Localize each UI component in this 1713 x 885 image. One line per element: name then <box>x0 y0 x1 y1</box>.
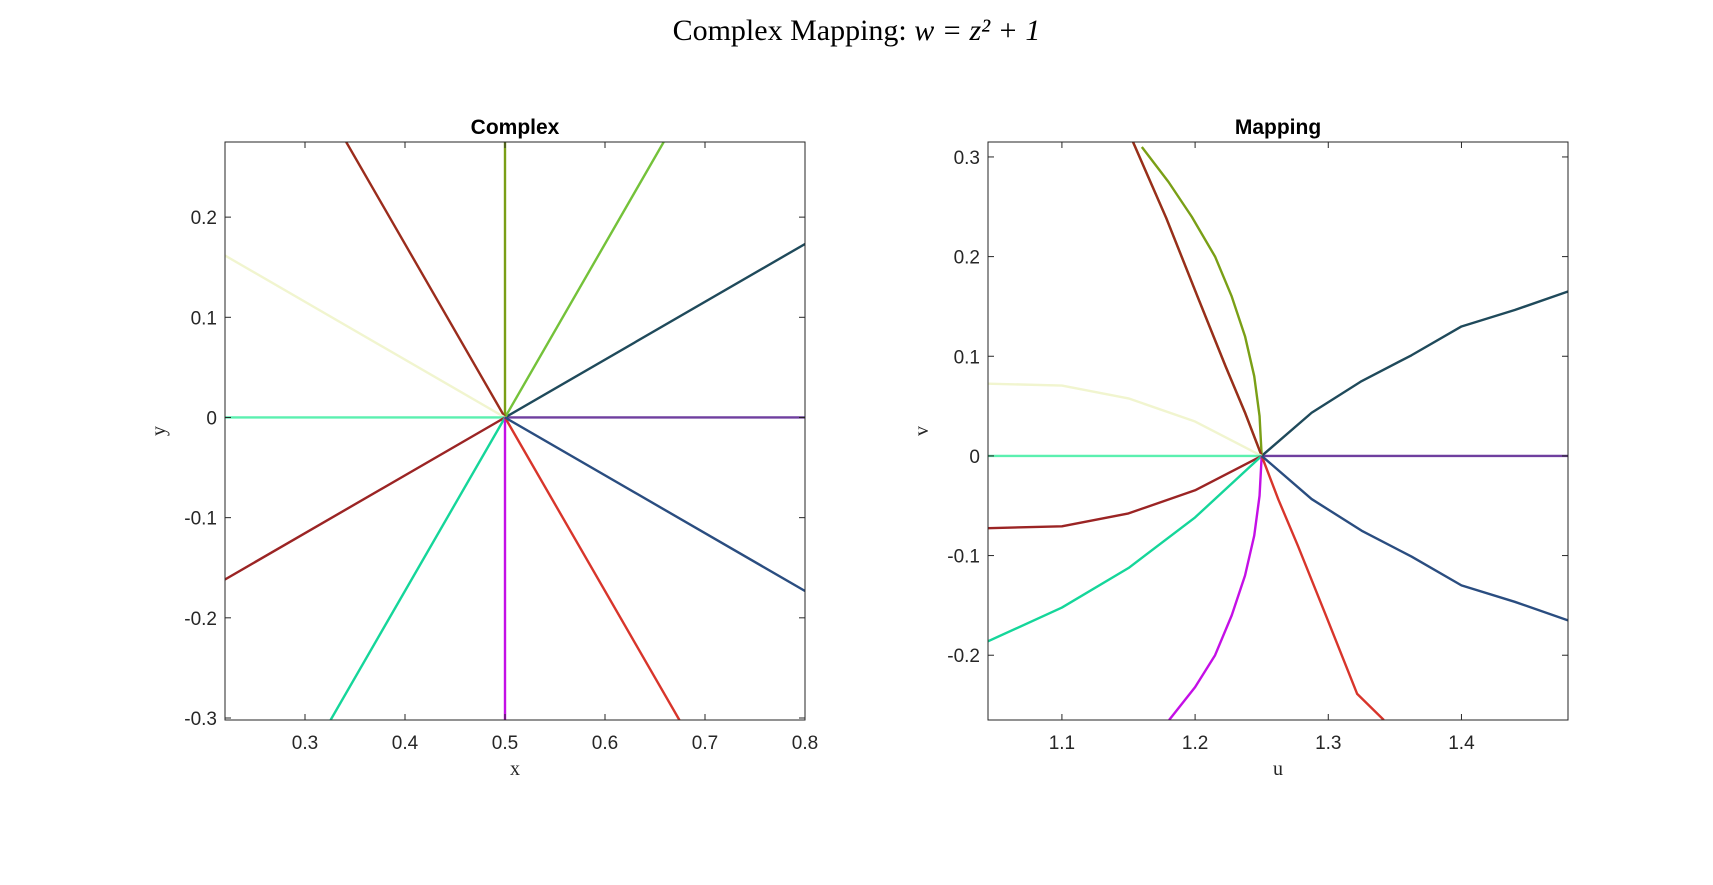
y-tick-label: -0.2 <box>184 609 217 630</box>
series-line-5 <box>345 142 507 419</box>
chart-panel-2: 1.1 1.2 1.3 1.4 -0.2 -0.1 0 0.1 0.2 0.3 Mapping u v <box>911 116 1569 780</box>
y-tick-label: 0.1 <box>191 308 217 329</box>
x-axis-label: x <box>510 758 520 780</box>
plot-area <box>988 142 1568 720</box>
series-line-6 <box>225 254 506 419</box>
x-tick-label: 1.3 <box>1315 733 1341 754</box>
plot-area <box>225 142 805 720</box>
series-line-6 <box>988 382 1263 457</box>
y-tick-label: 0 <box>206 408 217 429</box>
series-line-9 <box>988 455 1263 643</box>
series-line-12 <box>1260 455 1568 622</box>
y-tick-label: 0 <box>969 447 980 468</box>
x-tick-label: 0.4 <box>392 733 419 754</box>
series-line-12 <box>504 416 805 593</box>
y-tick-label: 0.3 <box>954 148 980 169</box>
panel-title: Mapping <box>1235 116 1321 139</box>
x-tick-label: 1.2 <box>1182 733 1208 754</box>
series-group <box>988 142 1568 720</box>
series-line-8 <box>225 416 506 581</box>
panel-title: Complex <box>471 116 560 139</box>
x-tick-label: 0.6 <box>592 733 618 754</box>
y-axis-label: y <box>148 426 170 436</box>
y-tick-label: 0.2 <box>954 248 980 269</box>
x-tick-label: 1.1 <box>1049 733 1075 754</box>
x-tick-label: 1.4 <box>1448 733 1475 754</box>
series-line-11 <box>1260 455 1385 720</box>
series-line-8 <box>988 454 1263 530</box>
axes-box <box>224 141 806 721</box>
series-line-10 <box>1168 455 1263 720</box>
y-tick-label: -0.1 <box>947 547 980 568</box>
series-line-3 <box>503 142 665 419</box>
y-axis-label: v <box>911 426 933 436</box>
figure-title-text: Complex Mapping: <box>672 14 915 47</box>
y-tick-label: -0.3 <box>184 709 217 730</box>
x-tick-label: 0.3 <box>292 733 318 754</box>
x-tick-label: 0.7 <box>692 733 718 754</box>
series-line-2 <box>1260 290 1568 457</box>
axes-box <box>987 141 1569 721</box>
figure-title-math: w = z² + 1 <box>914 14 1041 47</box>
y-tick-label: 0.1 <box>954 347 980 368</box>
x-tick-label: 0.8 <box>792 733 818 754</box>
series-line-2 <box>504 242 805 419</box>
series-line-11 <box>503 416 681 720</box>
y-tick-label: 0.2 <box>191 208 217 229</box>
series-line-9 <box>329 416 507 720</box>
series-group <box>225 142 805 720</box>
series-line-5 <box>1131 142 1263 457</box>
chart-panel-1: 0.3 0.4 0.5 0.6 0.7 0.8 -0.3 -0.2 -0.1 0 0.1 0.2 Com… <box>148 116 818 780</box>
y-tick-label: -0.2 <box>947 646 980 667</box>
x-tick-label: 0.5 <box>492 733 518 754</box>
x-axis-label: u <box>1273 758 1283 780</box>
figure-title: Complex Mapping: w = z² + 1 <box>0 14 1713 48</box>
y-tick-label: -0.1 <box>184 509 217 530</box>
series-line-4 <box>1140 146 1263 456</box>
